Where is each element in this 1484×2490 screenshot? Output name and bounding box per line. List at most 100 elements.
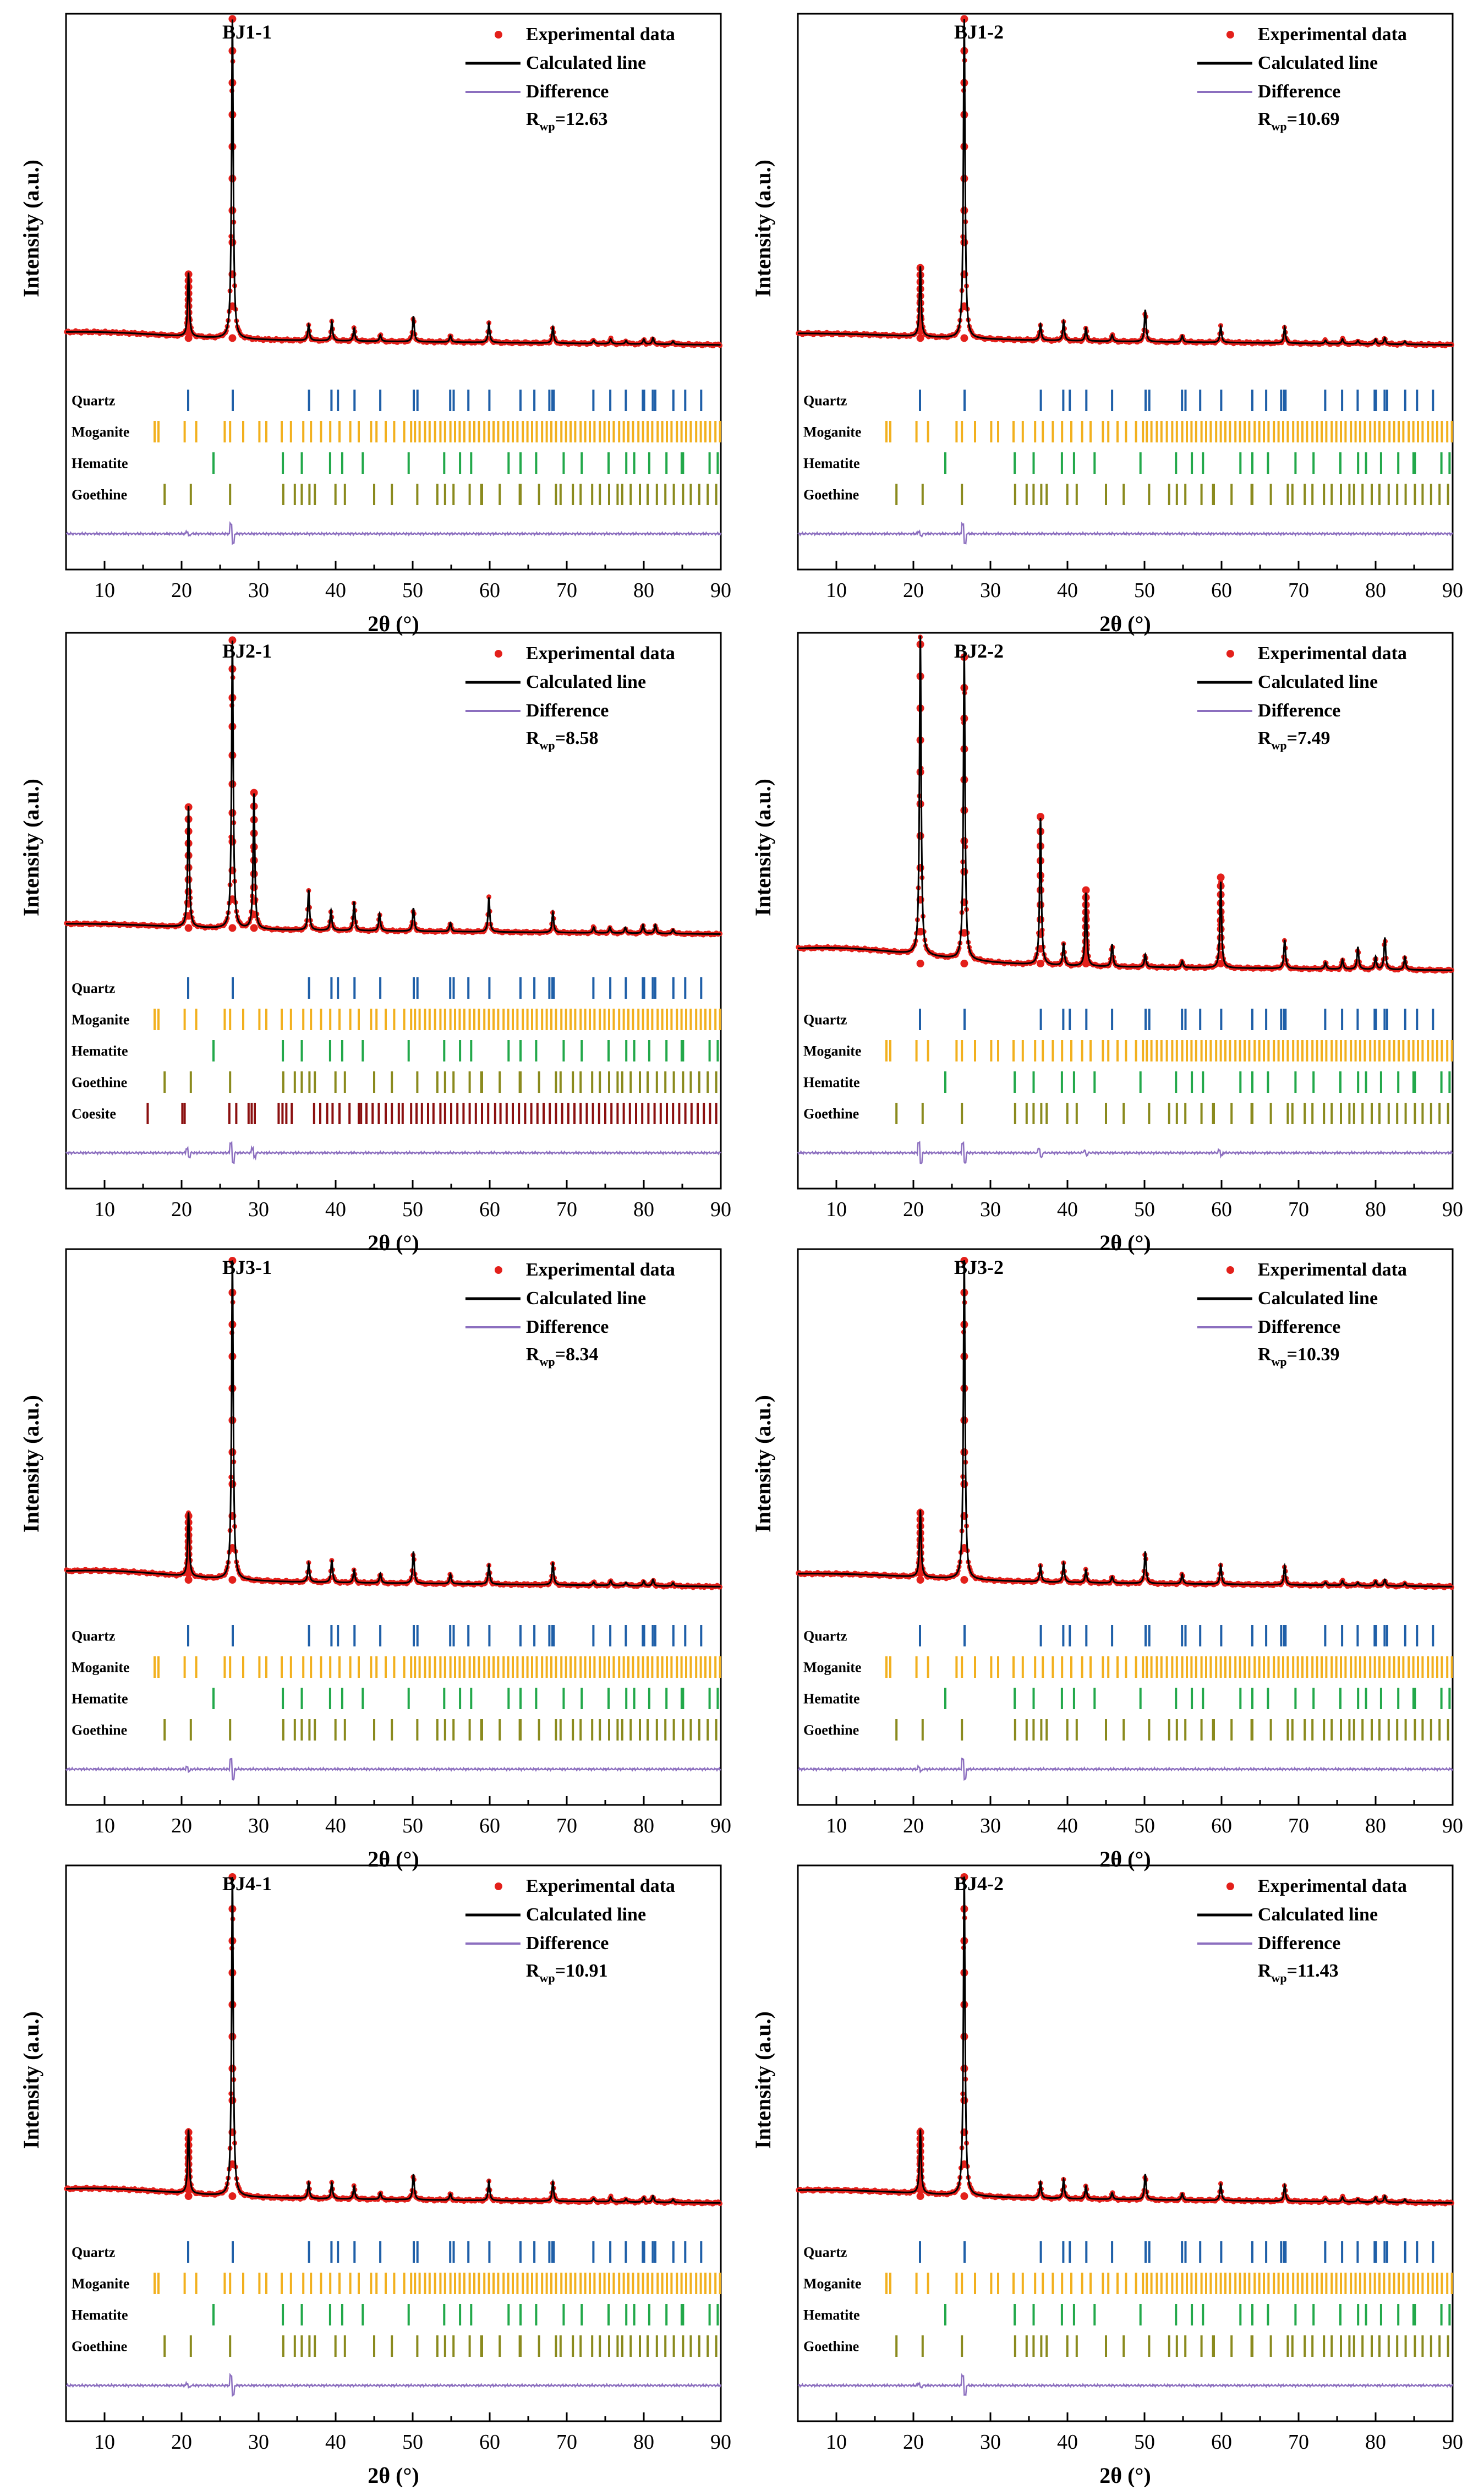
phase-ticks-moganite <box>886 1040 1452 1061</box>
x-tick-label: 80 <box>633 1198 654 1221</box>
legend-marker-experimental <box>1226 31 1234 39</box>
x-tick-label: 40 <box>325 1198 346 1221</box>
difference-series <box>66 1759 721 1780</box>
phase-label: Quartz <box>72 1628 115 1644</box>
phase-ticks-hematite <box>945 452 1449 474</box>
phase-ticks-hematite <box>945 1071 1449 1093</box>
phase-ticks-quartz <box>188 390 701 411</box>
experimental-peak-point <box>228 334 236 342</box>
phase-label: Moganite <box>72 1660 129 1676</box>
experimental-peak-point <box>1217 925 1225 933</box>
x-tick-label: 30 <box>248 1198 269 1221</box>
x-tick-label: 60 <box>1211 579 1232 602</box>
experimental-peak-point <box>960 837 968 845</box>
x-tick-label: 80 <box>633 579 654 602</box>
rwp-label: R <box>1258 109 1272 129</box>
x-tick-label: 90 <box>710 1198 731 1221</box>
rwp-label: R <box>526 109 540 129</box>
rwp-number: =8.34 <box>555 1344 599 1365</box>
x-tick-label: 20 <box>903 1198 924 1221</box>
experimental-peak-point <box>917 299 924 307</box>
phase-label: Quartz <box>803 393 847 409</box>
x-tick-label: 60 <box>479 1198 500 1221</box>
x-tick-label: 70 <box>556 579 577 602</box>
phase-ticks-moganite <box>155 1009 720 1030</box>
experimental-peak-point <box>185 864 193 872</box>
phase-label: Hematite <box>72 456 128 472</box>
legend-marker-experimental <box>1226 650 1234 658</box>
legend-calculated: Calculated line <box>526 53 646 73</box>
legend-marker-experimental <box>495 31 502 39</box>
phase-label: Goethine <box>72 1722 127 1738</box>
plot-frame <box>66 633 721 1189</box>
x-tick-label: 50 <box>1134 579 1155 602</box>
x-tick-label: 80 <box>633 1814 654 1837</box>
x-tick-label: 20 <box>171 579 192 602</box>
rwp-label: R <box>526 728 540 748</box>
experimental-peak-point <box>228 780 236 788</box>
difference-series <box>66 1142 721 1163</box>
rwp-subscript: wp <box>1271 738 1286 752</box>
x-tick-label: 30 <box>248 579 269 602</box>
x-tick-label: 40 <box>1057 1198 1078 1221</box>
chart-title: BJ1-1 <box>222 21 272 43</box>
rwp-number: =8.58 <box>555 728 599 748</box>
x-tick-label: 20 <box>171 1814 192 1837</box>
rwp-value: Rwp=7.49 <box>1258 728 1330 752</box>
x-tick-label: 60 <box>479 1814 500 1837</box>
x-tick-label: 20 <box>171 1198 192 1221</box>
experimental-peak-point <box>250 924 258 932</box>
y-axis-label: Intensity (a.u.) <box>751 779 775 916</box>
experimental-peak-point <box>1037 960 1044 967</box>
experimental-peak-point <box>917 960 924 967</box>
x-tick-label: 30 <box>980 579 1001 602</box>
experimental-peak-point <box>960 807 968 814</box>
experimental-peak-point <box>228 838 236 846</box>
x-tick-label: 50 <box>402 1814 423 1837</box>
experimental-peak-point <box>960 206 968 214</box>
experimental-peak-point <box>917 864 924 872</box>
phase-label: Quartz <box>72 981 115 997</box>
chart-bj2-1: QuartzMoganiteHematiteGoethineCoesiteBJ2… <box>19 633 731 1255</box>
phase-ticks-hematite <box>213 1688 718 1709</box>
experimental-peak-point <box>917 800 924 808</box>
experimental-peak-point <box>250 884 258 891</box>
experimental-peak-point <box>917 306 924 314</box>
x-tick-label: 40 <box>325 579 346 602</box>
legend-experimental: Experimental data <box>526 643 675 664</box>
chart-title: BJ2-2 <box>954 640 1004 662</box>
x-tick-label: 60 <box>1211 1198 1232 1221</box>
phase-label: Goethine <box>72 1075 127 1091</box>
phase-ticks-moganite <box>155 421 720 442</box>
phase-label: Moganite <box>72 1012 129 1028</box>
phase-ticks-goethine <box>165 484 716 505</box>
rwp-subscript: wp <box>539 738 555 752</box>
experimental-peak-point <box>1217 934 1225 942</box>
experimental-peak-point <box>960 238 968 246</box>
phase-label: Goethine <box>803 1106 859 1122</box>
x-tick-label: 40 <box>325 1814 346 1837</box>
experimental-peak-point <box>1217 873 1225 881</box>
phase-label: Quartz <box>72 393 115 409</box>
experimental-peak-point <box>1037 901 1044 909</box>
x-tick-label: 30 <box>980 1198 1001 1221</box>
x-tick-label: 70 <box>1288 1198 1309 1221</box>
legend-calculated: Calculated line <box>526 1288 646 1309</box>
chart-title: BJ1-2 <box>954 21 1004 43</box>
phase-ticks-moganite <box>886 421 1452 442</box>
x-tick-label: 10 <box>94 1814 115 1837</box>
phase-ticks-quartz <box>188 1625 701 1646</box>
x-tick-label: 90 <box>710 1814 731 1837</box>
experimental-peak-point <box>1082 960 1090 967</box>
phase-label: Moganite <box>803 424 861 440</box>
experimental-peak-point <box>228 1576 236 1584</box>
